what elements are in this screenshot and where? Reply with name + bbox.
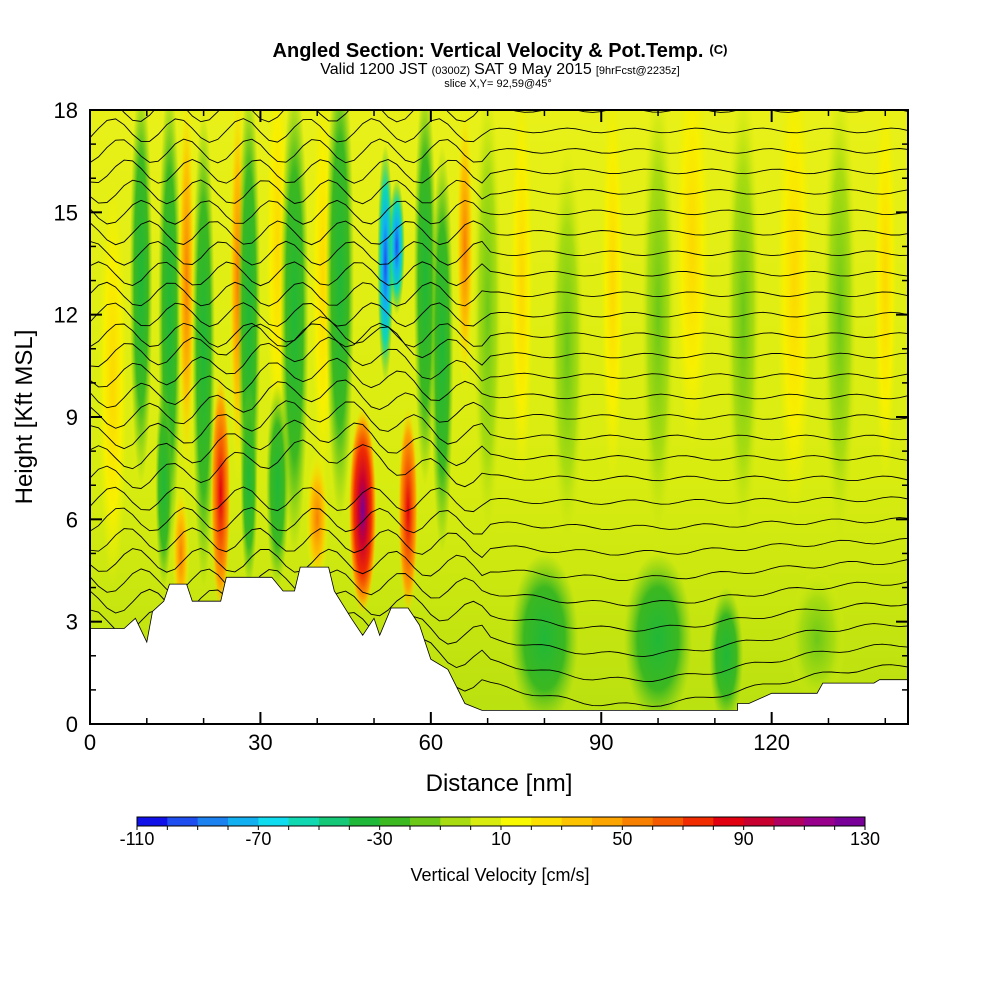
colorbar-swatch bbox=[774, 817, 805, 826]
colorbar-swatch bbox=[501, 817, 532, 826]
colorbar-swatch bbox=[561, 817, 593, 826]
y-tick-label: 3 bbox=[66, 610, 78, 635]
theta-contour bbox=[90, 199, 908, 225]
theta-contour bbox=[90, 220, 908, 246]
forecast-info: [9hrFcst@2235z] bbox=[596, 65, 680, 77]
colorbar-swatch bbox=[834, 817, 866, 826]
theta-contour bbox=[90, 240, 908, 266]
theta-contour bbox=[90, 507, 908, 535]
colorbar-swatch bbox=[410, 817, 441, 826]
theta-contour bbox=[90, 527, 908, 559]
colorbar-swatch bbox=[288, 817, 320, 826]
colorbar-swatch bbox=[531, 817, 563, 826]
colorbar-swatch bbox=[470, 817, 502, 826]
updraft-core bbox=[398, 407, 419, 615]
colorbar-swatch bbox=[349, 817, 381, 826]
colorbar-swatch bbox=[228, 817, 259, 826]
colorbar-swatch bbox=[713, 817, 745, 826]
y-tick-label: 12 bbox=[54, 303, 78, 328]
y-tick-label: 18 bbox=[54, 98, 78, 123]
y-axis: 0 3 6 9 12 15 18 bbox=[54, 98, 908, 737]
chart-subtitle-valid: Valid 1200 JST (0300Z) SAT 9 May 2015 [9hrF… bbox=[320, 61, 680, 78]
theta-contour bbox=[90, 159, 908, 184]
theta-contour bbox=[90, 302, 908, 328]
colorbar-tick-label: -70 bbox=[245, 829, 271, 849]
valid-date: SAT 9 May 2015 bbox=[474, 61, 592, 78]
colorbar-swatch bbox=[197, 817, 229, 826]
x-axis-label: Distance [nm] bbox=[426, 770, 573, 797]
valid-time: Valid 1200 JST bbox=[320, 61, 428, 78]
theta-contour bbox=[90, 357, 908, 409]
theta-contour bbox=[90, 486, 908, 513]
theta-contour bbox=[90, 419, 908, 470]
colorbar-tick-label: 10 bbox=[491, 829, 511, 849]
x-tick-label: 0 bbox=[84, 730, 96, 755]
theta-contour bbox=[90, 281, 908, 307]
theta-contour bbox=[90, 439, 908, 489]
chart-subtitle-slice: slice X,Y= 92,59@45° bbox=[444, 78, 552, 90]
y-axis-label: Height [Kft MSL] bbox=[11, 330, 38, 505]
theta-contour bbox=[90, 400, 908, 450]
x-tick-label: 90 bbox=[589, 730, 613, 755]
vertical-velocity-field bbox=[90, 110, 908, 724]
colorbar-tick-label: 50 bbox=[612, 829, 632, 849]
colorbar-swatch bbox=[592, 817, 623, 826]
colorbar bbox=[136, 816, 866, 827]
theta-contour bbox=[90, 316, 908, 368]
x-axis: 0 30 60 90 120 bbox=[84, 110, 887, 755]
downdraft-core bbox=[388, 178, 405, 315]
terrain-mask bbox=[90, 566, 908, 724]
theta-contour bbox=[90, 179, 908, 205]
valid-utc: (0300Z) bbox=[432, 65, 471, 77]
theta-contour bbox=[90, 547, 908, 581]
colorbar-tick-label: -30 bbox=[367, 829, 393, 849]
x-tick-label: 30 bbox=[248, 730, 272, 755]
y-tick-label: 15 bbox=[54, 200, 78, 225]
theta-contour bbox=[90, 322, 908, 348]
theta-contour bbox=[90, 336, 908, 388]
colorbar-swatch bbox=[743, 817, 775, 826]
colorbar-tick-label: -110 bbox=[120, 829, 155, 849]
colorbar-ticks: -110 -70 -30 10 50 90 130 bbox=[120, 826, 880, 849]
x-tick-label: 60 bbox=[419, 730, 443, 755]
colorbar-swatch bbox=[652, 817, 684, 826]
updraft-core bbox=[348, 407, 377, 615]
theta-contour bbox=[90, 379, 908, 429]
colorbar-swatch bbox=[258, 817, 290, 826]
colorbar-swatch bbox=[167, 817, 199, 826]
colorbar-swatch bbox=[440, 817, 472, 826]
colorbar-tick-label: 90 bbox=[734, 829, 754, 849]
y-tick-label: 0 bbox=[66, 712, 78, 737]
colorbar-label: Vertical Velocity [cm/s] bbox=[410, 865, 589, 885]
theta-contour bbox=[90, 138, 908, 164]
chart-title-suffix: (C) bbox=[709, 42, 727, 57]
chart-title: Angled Section: Vertical Velocity & Pot.… bbox=[273, 40, 728, 62]
colorbar-swatch bbox=[379, 817, 411, 826]
downdraft-core bbox=[377, 144, 394, 383]
theta-contour bbox=[90, 261, 908, 287]
colorbar-swatch bbox=[683, 817, 714, 826]
updraft-core bbox=[210, 372, 231, 615]
y-tick-label: 6 bbox=[66, 507, 78, 532]
y-tick-label: 9 bbox=[66, 405, 78, 430]
colorbar-swatch bbox=[319, 817, 350, 826]
colorbar-tick-label: 130 bbox=[850, 829, 880, 849]
colorbar-swatch bbox=[622, 817, 654, 826]
colorbar-swatch bbox=[804, 817, 836, 826]
colorbar-swatch bbox=[137, 817, 168, 826]
x-tick-label: 120 bbox=[753, 730, 790, 755]
theta-contour bbox=[90, 118, 908, 143]
